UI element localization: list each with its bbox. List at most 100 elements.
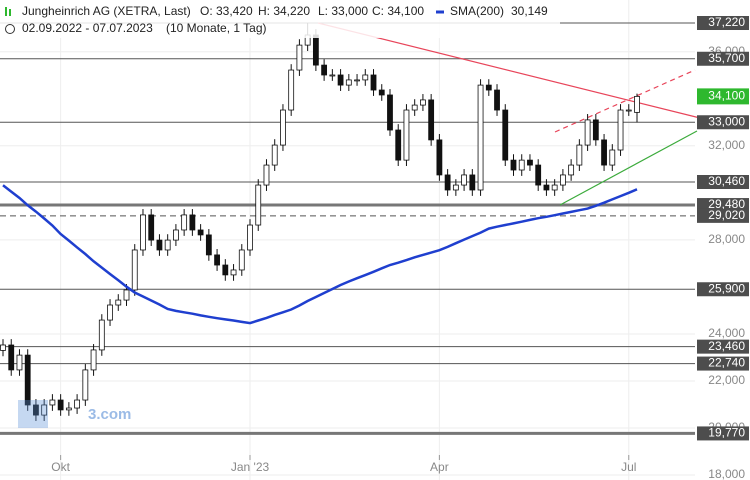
header-bg [0, 0, 560, 38]
last-price-label: 34,100 [708, 89, 745, 103]
level-label-bg [697, 174, 749, 189]
candle-body [452, 184, 459, 191]
level-label-bg [697, 208, 749, 223]
candle-body [592, 119, 599, 141]
clock-icon [5, 24, 15, 34]
candle-body [543, 184, 550, 191]
y-tick-label: 32,000 [708, 138, 745, 152]
level-label: 29,480 [708, 197, 745, 211]
x-tick-label: Jan '23 [231, 460, 270, 474]
candle-body [131, 249, 138, 291]
grid [0, 0, 695, 480]
candle-body [255, 184, 262, 226]
candle-body [387, 94, 393, 131]
level-label: 23,460 [708, 339, 745, 353]
candle-body [617, 109, 624, 151]
candle-body [535, 164, 542, 186]
candle-body [477, 84, 484, 191]
candle-body [329, 74, 336, 77]
watermark: 3.com [88, 406, 131, 423]
candle-body [230, 269, 237, 276]
sma-line [2, 184, 638, 325]
level-label: 29,020 [708, 208, 745, 222]
candle-body [0, 344, 6, 351]
interval: (10 Monate, 1 Tag) [166, 21, 267, 35]
level-label-bg [697, 339, 749, 354]
icon [5, 7, 7, 16]
title: Jungheinrich AG (XETRA, Last) [22, 4, 191, 18]
candle-body [238, 249, 245, 271]
candles [0, 23, 640, 421]
candle-body [518, 159, 525, 171]
candle-body [214, 254, 220, 266]
candle-body [197, 229, 204, 236]
candle-body [321, 64, 328, 76]
candle-body [156, 239, 163, 251]
candle-body [280, 109, 286, 146]
candle-body [65, 407, 72, 411]
candle-body [469, 174, 476, 191]
candle-body [461, 174, 467, 186]
axis-labels: 36,00032,00028,00024,00022,00020,00018,0… [51, 15, 749, 480]
candle-body [312, 34, 319, 66]
quote: H: 34,220 [258, 4, 310, 18]
candle-body [370, 74, 377, 91]
x-tick-label: Jul [621, 460, 636, 474]
candle-body [354, 79, 360, 82]
last-price-bg [697, 88, 749, 105]
trend-channel [554, 69, 696, 133]
candle-body [115, 299, 122, 306]
level-label-bg [697, 282, 749, 297]
watermark-logo [18, 400, 48, 428]
x-tick-label: Apr [430, 460, 449, 474]
candle-body [345, 79, 352, 86]
candle-body [16, 354, 23, 371]
level-label-bg [697, 115, 749, 130]
candle-body [494, 89, 500, 111]
candle-body [205, 234, 212, 256]
candle-body [98, 319, 105, 351]
quote: L: 33,000 [318, 4, 368, 18]
candle-body [123, 289, 130, 301]
level-label: 30,460 [708, 174, 745, 188]
header: Jungheinrich AG (XETRA, Last) O: 33,420 … [0, 0, 560, 38]
candle-body [33, 404, 39, 416]
candle-body [247, 224, 253, 251]
candle-body [148, 214, 155, 241]
candle-body [296, 44, 303, 71]
candle-body [41, 404, 48, 416]
candle-body [107, 304, 113, 321]
candle-body [57, 399, 64, 411]
level-label-bg [697, 198, 749, 213]
candle-body [502, 109, 509, 161]
level-label: 19,770 [708, 426, 745, 440]
candle-body [24, 354, 31, 406]
period: 02.09.2022 - 07.07.2023 [22, 21, 153, 35]
candle-body [576, 144, 583, 166]
candle-body [8, 344, 15, 371]
overlay [2, 184, 638, 325]
candle-body [601, 139, 607, 166]
level-label: 33,000 [708, 114, 745, 128]
level-label: 35,700 [708, 51, 745, 65]
candle-body [271, 144, 278, 166]
candle-body [395, 129, 402, 161]
candle-body [559, 174, 566, 186]
candle-body [568, 164, 575, 176]
x-tick-label: Okt [51, 460, 70, 474]
level-label-bg [697, 356, 749, 371]
level-label-bg [697, 51, 749, 66]
candle-body [74, 399, 81, 409]
candle-body [527, 159, 533, 166]
level-label-bg [697, 426, 749, 441]
candle-body [181, 214, 188, 231]
candle-body [173, 229, 179, 241]
candle-body [420, 99, 426, 106]
candle-body [444, 174, 451, 191]
level-label: 37,220 [708, 15, 745, 29]
candle-body [634, 95, 640, 113]
candle-body [510, 159, 517, 171]
legend-label: SMA(200) [450, 4, 504, 18]
y-tick-label: 24,000 [708, 326, 745, 340]
quote: O: 33,420 [200, 4, 253, 18]
